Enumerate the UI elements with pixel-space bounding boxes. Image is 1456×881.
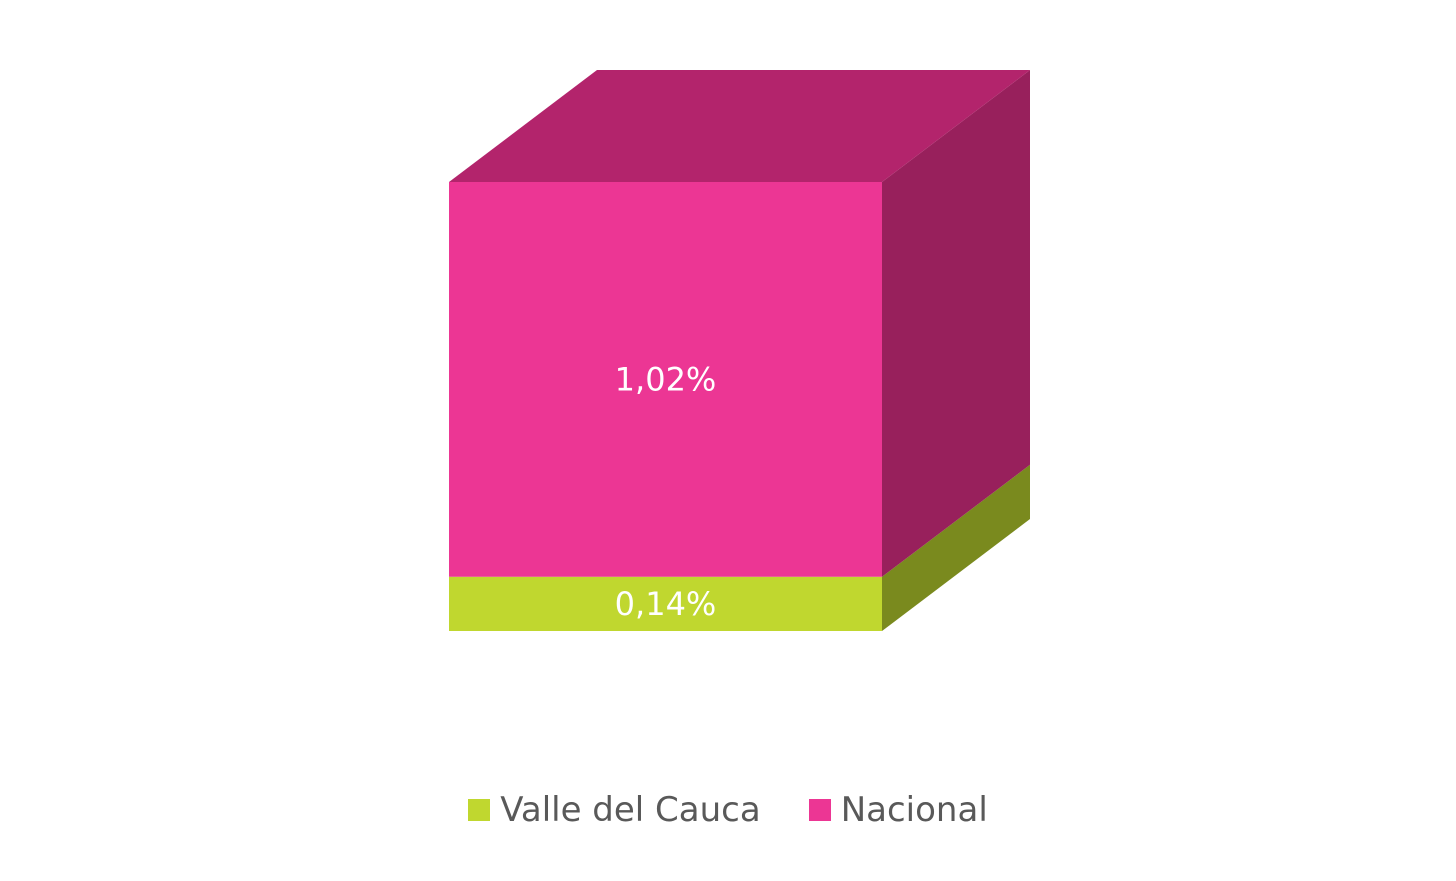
bar-side-valle-del-cauca xyxy=(882,464,1030,631)
bar-side-nacional xyxy=(882,70,1030,577)
legend-label-valle-del-cauca: Valle del Cauca xyxy=(500,790,761,830)
legend-item-valle-del-cauca: Valle del Cauca xyxy=(468,790,761,830)
bar-front-valle-del-cauca xyxy=(449,576,882,631)
bar-top-nacional xyxy=(449,70,1030,182)
data-label-nacional: 1,02% xyxy=(615,360,717,398)
data-label-valle-del-cauca: 0,14% xyxy=(615,585,717,623)
bar-front-nacional xyxy=(449,182,882,577)
legend-swatch-valle-del-cauca xyxy=(468,799,491,821)
chart-legend: Valle del Cauca Nacional xyxy=(0,790,1456,830)
legend-swatch-nacional xyxy=(808,799,831,821)
legend-item-nacional: Nacional xyxy=(808,790,988,830)
legend-label-nacional: Nacional xyxy=(840,790,988,830)
